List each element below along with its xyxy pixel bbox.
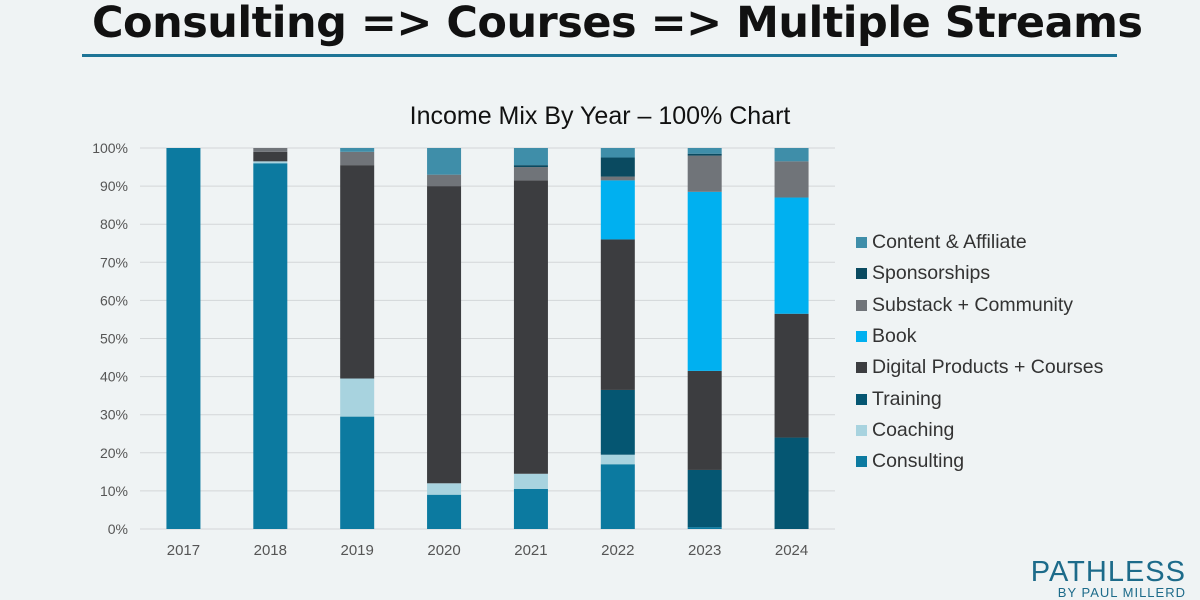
legend-label: Digital Products + Courses	[872, 356, 1104, 379]
bar-segment-sponsorships	[513, 165, 548, 168]
bar-segment-book	[600, 180, 635, 240]
legend-label: Training	[872, 387, 942, 410]
bar-segment-coaching	[253, 161, 288, 164]
y-tick-label: 90%	[100, 178, 128, 194]
y-tick-label: 100%	[92, 140, 128, 156]
bar-segment-book	[687, 191, 722, 371]
legend-item: Substack + Community	[856, 290, 1103, 321]
x-tick-label: 2022	[601, 542, 634, 559]
legend-item: Coaching	[856, 415, 1103, 446]
bar-segment-consulting	[513, 488, 548, 529]
bar-segment-consulting	[166, 148, 201, 529]
y-tick-label: 70%	[100, 254, 128, 270]
bar-segment-consulting	[687, 527, 722, 529]
bar-segment-consulting	[253, 163, 288, 530]
bar-segment-content-affiliate	[427, 148, 462, 175]
logo-wordmark: PATHLESS	[1030, 556, 1186, 588]
legend-item: Book	[856, 321, 1103, 352]
bar-segment-substack-community	[513, 167, 548, 181]
legend-swatch	[856, 393, 867, 405]
bar-segment-digital-products-courses	[340, 165, 375, 379]
y-tick-label: 80%	[100, 216, 128, 232]
bar-segment-digital-products-courses	[253, 151, 288, 162]
legend-label: Content & Affiliate	[872, 231, 1027, 254]
bar-segment-coaching	[427, 483, 462, 495]
title-underline	[82, 54, 1117, 57]
legend-label: Book	[872, 325, 917, 348]
legend-label: Coaching	[872, 418, 955, 441]
legend-item: Training	[856, 383, 1103, 414]
bar-segment-content-affiliate	[774, 148, 809, 162]
bar-segment-substack-community	[427, 174, 462, 187]
bar-segment-substack-community	[340, 151, 375, 166]
bar-segment-consulting	[340, 416, 375, 529]
x-tick-label: 2023	[688, 542, 721, 559]
bar-segment-digital-products-courses	[687, 370, 722, 470]
legend-swatch	[856, 362, 867, 374]
bar-segment-consulting	[600, 464, 635, 529]
y-tick-label: 10%	[100, 483, 128, 499]
bar-segment-content-affiliate	[340, 148, 375, 152]
legend-swatch	[856, 424, 867, 436]
bar-segment-coaching	[600, 454, 635, 465]
legend-item: Consulting	[856, 446, 1103, 477]
bar-segment-substack-community	[253, 148, 288, 152]
legend-swatch	[856, 456, 867, 468]
legend-item: Content & Affiliate	[856, 227, 1103, 258]
bar-segment-coaching	[513, 473, 548, 489]
logo-tagline: BY PAUL MILLERD	[1057, 585, 1186, 600]
bar-segment-substack-community	[687, 155, 722, 192]
bar-segment-coaching	[340, 378, 375, 417]
y-tick-label: 0%	[108, 521, 128, 537]
bar-segment-sponsorships	[600, 157, 635, 177]
x-tick-label: 2019	[341, 542, 374, 559]
legend-label: Sponsorships	[872, 262, 991, 285]
bar-segment-substack-community	[600, 176, 635, 181]
chart-title: Income Mix By Year – 100% Chart	[409, 102, 791, 130]
bar-segment-digital-products-courses	[427, 186, 462, 484]
y-tick-label: 20%	[100, 445, 128, 461]
bar-segment-content-affiliate	[600, 148, 635, 158]
bar-segment-digital-products-courses	[774, 313, 809, 438]
x-tick-label: 2020	[427, 542, 460, 559]
x-tick-label: 2017	[167, 542, 200, 559]
bar-segment-content-affiliate	[513, 148, 548, 166]
bar-segment-training	[687, 469, 722, 528]
x-tick-label: 2018	[254, 542, 287, 559]
y-tick-label: 30%	[100, 407, 128, 423]
x-tick-label: 2021	[514, 542, 547, 559]
legend-swatch	[856, 237, 867, 249]
legend-swatch	[856, 268, 867, 280]
bar-segment-book	[774, 197, 809, 314]
chart-legend: Content & Affiliate Sponsorships Substack …	[856, 227, 1103, 477]
bar-segment-substack-community	[774, 161, 809, 198]
y-tick-label: 60%	[100, 292, 128, 308]
bar-segment-training	[600, 389, 635, 455]
bar-segment-digital-products-courses	[513, 180, 548, 474]
legend-item: Digital Products + Courses	[856, 352, 1103, 383]
pathless-logo: PATHLESS BY PAUL MILLERD	[1031, 558, 1186, 600]
y-tick-label: 40%	[100, 369, 128, 385]
bar-segment-training	[774, 437, 809, 529]
legend-label: Consulting	[872, 450, 965, 473]
legend-swatch	[856, 331, 867, 343]
bar-segment-digital-products-courses	[600, 239, 635, 390]
y-tick-label: 50%	[100, 331, 128, 347]
legend-swatch	[856, 299, 867, 311]
legend-item: Sponsorships	[856, 258, 1103, 289]
bar-segment-sponsorships	[687, 153, 722, 156]
x-tick-label: 2024	[775, 542, 808, 559]
legend-label: Substack + Community	[872, 293, 1074, 316]
bar-segment-consulting	[427, 494, 462, 529]
bar-segment-content-affiliate	[687, 148, 722, 154]
page-title: Consulting => Courses => Multiple Stream…	[92, 0, 1143, 48]
